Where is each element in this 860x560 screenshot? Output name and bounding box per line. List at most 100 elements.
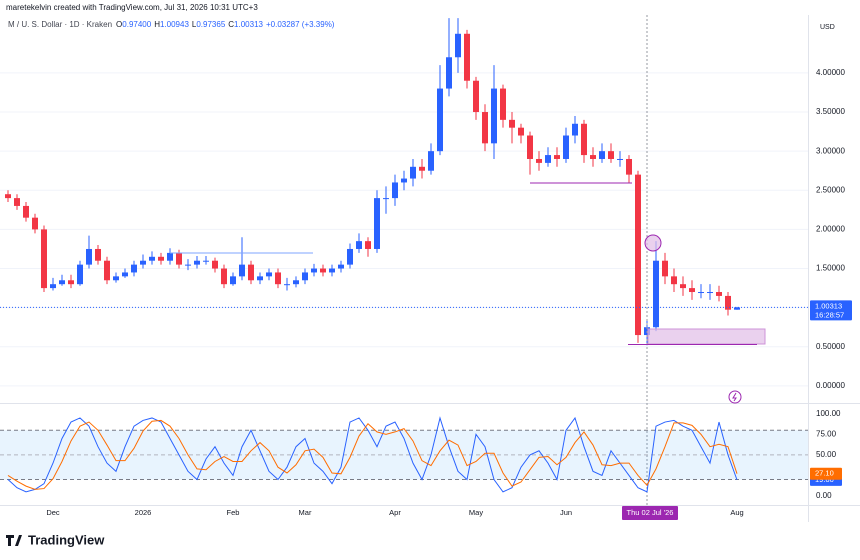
last-price-label: 1.00313 [815,301,842,310]
candle-body [635,174,641,336]
drawings [170,182,766,404]
candle-body [284,284,290,286]
candle-body [491,88,497,144]
candle-body [203,260,209,262]
y-tick-label: 2.00000 [816,225,845,234]
logo-text: TradingView [28,532,105,547]
candle-body [698,292,704,294]
candle-body [482,112,488,144]
candle-body [68,280,74,285]
value-tag [810,467,842,480]
candle-body [149,256,155,261]
candle-body [131,264,137,273]
candle-body [581,123,587,156]
candle-body [320,268,326,273]
candle-body [437,88,443,152]
crosshair-tag [622,506,678,520]
candle-body [338,264,344,269]
candle-body [734,307,740,310]
y-tick-label: 0.00 [816,491,832,500]
candle-body [5,194,11,199]
candle-body [428,151,434,171]
candle-body [653,260,659,328]
y-tick-label: 100.00 [816,409,841,418]
candle-body [113,276,119,281]
candle-body [158,256,164,261]
crosshair-label: Thu 02 Jul '26 [627,508,674,517]
candle-body [455,33,461,58]
candle-body [176,252,182,265]
y-tick-label: 0.50000 [816,342,845,351]
candle-body [707,292,713,294]
candle-body [32,217,38,230]
candle-body [311,268,317,273]
ohlc-value: 1.00313 [234,20,263,29]
candle-body [95,248,101,261]
change: +0.03287 (+3.39%) [266,20,335,29]
candle-body [14,198,20,206]
candle-body [275,272,281,285]
event-icon[interactable] [728,390,742,404]
candle-body [104,260,110,281]
candle-body [401,178,407,183]
x-tick-label: Apr [389,508,401,517]
candle-body [689,288,695,293]
x-tick-label: 2026 [135,508,152,517]
event-bolt [732,392,737,402]
price-pane: 0.000000.500001.000001.500002.000002.500… [0,18,845,390]
candle-body [239,264,245,277]
ohlc-value: 0.97400 [122,20,151,29]
currency-label: USD [820,24,835,31]
candle-body [680,284,686,289]
candle-body [329,268,335,273]
ohlc-key: C [228,20,234,29]
candle-body [536,158,542,163]
candle-body [347,248,353,265]
x-tick-label: Aug [730,508,743,517]
logo-mark [6,535,22,546]
ohlc-value: 1.00943 [160,20,189,29]
candle-body [374,198,380,249]
candle-body [194,260,200,265]
candle-body [545,155,551,163]
candle-body [518,127,524,136]
candle-body [230,276,236,285]
candle-body [302,272,308,281]
y-tick-label: 0.00000 [816,381,845,390]
candle-body [410,166,416,179]
candle-body [527,135,533,159]
candle-body [167,252,173,261]
oscillator-line [7,419,738,490]
candle-body [185,264,191,266]
symbol: M / U. S. Dollar · 1D · Kraken [8,20,112,29]
candle-body [725,295,731,310]
candle-body [86,248,92,265]
candle-body [626,158,632,175]
candle-body [212,260,218,269]
ohlc-key: L [192,20,197,29]
candle-body [23,205,29,218]
candle-body [617,158,623,160]
candle-body [662,260,668,277]
candle-body [221,268,227,285]
candle-body [446,57,452,89]
candle-body [419,166,425,171]
y-tick-label: 75.00 [816,429,837,438]
candle-body [50,284,56,289]
candle-body [356,241,362,249]
candle-body [59,280,65,285]
y-tick-label: 3.50000 [816,107,845,116]
candle-body [716,292,722,296]
candle-body [554,155,560,159]
x-tick-label: Mar [299,508,312,517]
x-tick-label: Feb [227,508,240,517]
candle-body [122,272,128,277]
candle-body [257,276,263,281]
y-tick-label: 4.00000 [816,68,845,77]
credit: maretekelvin created with TradingView.co… [6,3,258,12]
candle-body [392,182,398,199]
marker-circle [644,234,662,252]
